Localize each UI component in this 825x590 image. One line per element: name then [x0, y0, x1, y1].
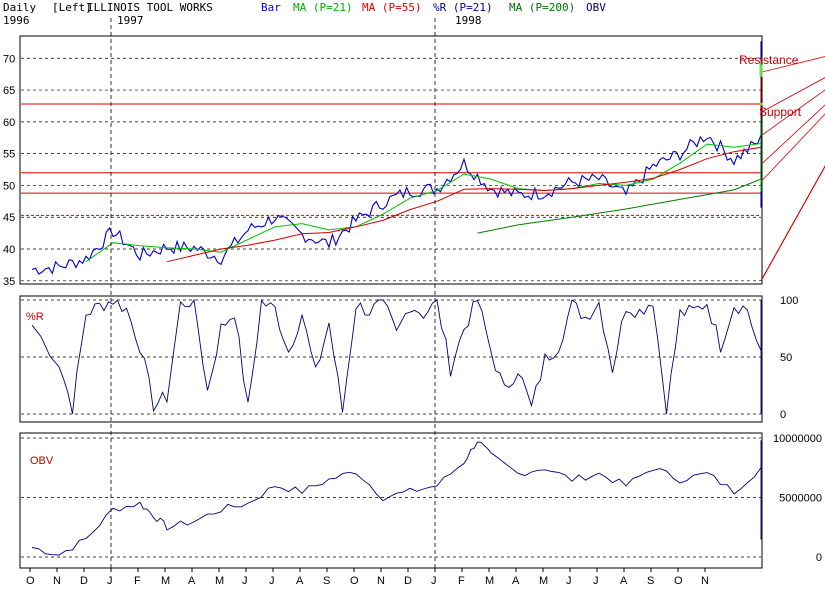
- month-label: D: [80, 575, 88, 587]
- wr-tick-label: 50: [780, 352, 792, 364]
- obv-tick-label: 5000000: [779, 493, 822, 505]
- obv-panel: 10000000 5000000 0 OBV: [19, 432, 822, 569]
- price-series: [31, 41, 763, 275]
- month-label: F: [458, 575, 465, 587]
- trendline: [760, 77, 825, 113]
- month-label: J: [242, 575, 248, 587]
- obv-axis-ticks: 10000000 5000000 0: [773, 433, 822, 564]
- month-label: J: [566, 575, 572, 587]
- obv-series: [31, 440, 762, 556]
- legend-item: MA (P=21): [293, 1, 353, 14]
- legend-item: MA (P=55): [362, 1, 422, 14]
- price-tick-label: 70: [3, 53, 15, 65]
- price-tick-label: 35: [3, 276, 15, 288]
- year-dividers: [110, 18, 436, 568]
- trendline: [760, 104, 825, 165]
- trendline: [760, 165, 825, 282]
- obv-tick-label: 10000000: [773, 433, 822, 445]
- month-label: J: [269, 575, 275, 587]
- legend-item: Bar: [261, 1, 281, 14]
- month-label: M: [539, 575, 548, 587]
- price-panel: 70 65 60 55 50 45 40 35 Resistance Support: [3, 35, 825, 288]
- month-label: J: [593, 575, 599, 587]
- period-label: Daily: [3, 1, 36, 14]
- price-tick-label: 65: [3, 85, 15, 97]
- obv-line: [31, 440, 762, 556]
- chart-title: ILLINOIS TOOL WORKS: [87, 1, 213, 14]
- price-axis-ticks: 70 65 60 55 50 45 40 35: [3, 53, 15, 288]
- obv-tick-label: 0: [816, 552, 822, 564]
- month-label: N: [53, 575, 61, 587]
- legend-item: %R (P=21): [433, 1, 493, 14]
- month-label: M: [161, 575, 170, 587]
- legend-item: OBV: [586, 1, 606, 14]
- price-tick-label: 45: [3, 212, 15, 224]
- year-label-1996: 1996: [3, 14, 30, 27]
- support-label: Support: [759, 105, 802, 119]
- trendlines: [760, 56, 825, 282]
- legend: Bar MA (P=21) MA (P=55) %R (P=21) MA (P=200)…: [261, 1, 606, 14]
- month-label: D: [404, 575, 412, 587]
- month-label: O: [26, 575, 35, 587]
- ma200-line: [477, 118, 762, 234]
- resistance-label: Resistance: [739, 53, 799, 67]
- month-label: O: [674, 575, 683, 587]
- price-tick-label: 60: [3, 117, 15, 129]
- trendline: [760, 89, 825, 137]
- wr-axis-ticks: 100 50 0: [780, 295, 798, 421]
- wr-tick-label: 100: [780, 295, 798, 307]
- year-label-1998: 1998: [455, 14, 482, 27]
- price-tick-label: 55: [3, 149, 15, 161]
- trendline: [760, 165, 825, 282]
- month-label: M: [485, 575, 494, 587]
- trendline: [760, 113, 825, 182]
- trendline: [760, 165, 825, 282]
- legend-item: MA (P=200): [509, 1, 575, 14]
- year-label-1997: 1997: [117, 14, 144, 27]
- obv-gridlines: [21, 437, 761, 558]
- axis-side-label: [Left]: [52, 1, 92, 14]
- month-label: A: [188, 575, 196, 587]
- month-label: A: [620, 575, 628, 587]
- obv-panel-frame: [19, 432, 763, 569]
- trendline: [760, 165, 825, 282]
- trendline: [760, 165, 825, 282]
- month-label: S: [323, 575, 330, 587]
- price-panel-frame: [19, 35, 763, 285]
- month-label: S: [647, 575, 654, 587]
- price-tick-label: 50: [3, 180, 15, 192]
- month-label: J: [107, 575, 113, 587]
- month-label: N: [377, 575, 385, 587]
- month-label: A: [512, 575, 520, 587]
- price-tick-label: 40: [3, 244, 15, 256]
- williams-r-panel: 100 50 0 %R: [19, 295, 798, 423]
- price-bars: [31, 41, 762, 275]
- trendline: [760, 56, 825, 73]
- month-label: M: [215, 575, 224, 587]
- month-label: F: [134, 575, 141, 587]
- wr-panel-label: %R: [26, 311, 44, 323]
- month-label: N: [701, 575, 709, 587]
- wr-line: [31, 298, 762, 415]
- month-label: A: [296, 575, 304, 587]
- obv-panel-label: OBV: [30, 455, 54, 467]
- ma21-line: [85, 60, 762, 263]
- trendline: [760, 165, 825, 282]
- wr-tick-label: 0: [780, 409, 786, 421]
- month-label: J: [431, 575, 437, 587]
- wr-gridlines: [21, 299, 761, 415]
- wr-panel-frame: [19, 295, 763, 423]
- wr-series: [31, 298, 762, 415]
- month-label: O: [350, 575, 359, 587]
- price-horizontal-levels: [21, 103, 761, 216]
